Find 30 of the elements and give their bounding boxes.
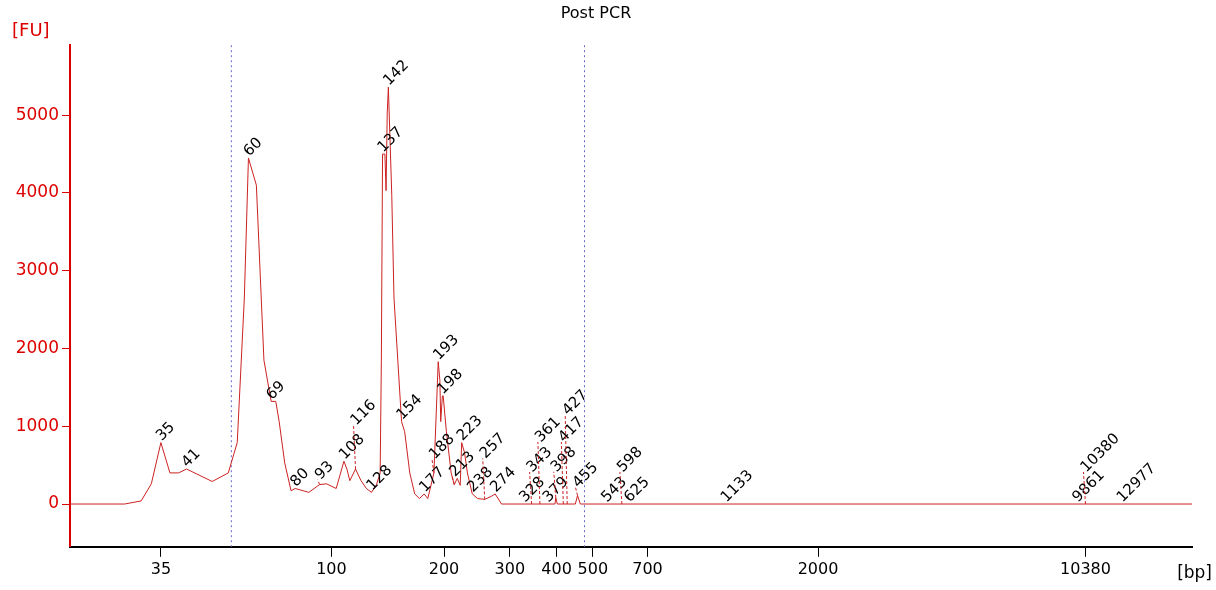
x-tick-label: 10380 bbox=[1060, 558, 1111, 578]
x-tick-label: 100 bbox=[316, 558, 347, 578]
annotation: 142 bbox=[379, 55, 413, 89]
x-tick-label: 2000 bbox=[797, 558, 839, 578]
y-axis-title: [FU] bbox=[12, 19, 50, 40]
x-tick-label: 200 bbox=[428, 558, 460, 578]
annotation: 41 bbox=[177, 444, 204, 471]
y-tick-label: 3000 bbox=[15, 259, 59, 280]
x-tick-label: 700 bbox=[632, 558, 663, 578]
y-tick-label: 4000 bbox=[15, 181, 59, 202]
y-tick-label: 1000 bbox=[15, 414, 59, 435]
y-tick-label: 0 bbox=[48, 492, 59, 513]
x-tick-label: 300 bbox=[494, 558, 526, 578]
x-tick-label: 500 bbox=[577, 558, 609, 578]
chart-title: Post PCR bbox=[560, 2, 632, 22]
annotation: 60 bbox=[239, 133, 266, 160]
annotation: 35 bbox=[151, 417, 178, 445]
x-axis-title: [bp] bbox=[1177, 562, 1212, 583]
annotation: 455 bbox=[568, 458, 602, 492]
annotation: 128 bbox=[362, 460, 396, 494]
y-tick-label: 2000 bbox=[15, 336, 59, 357]
annotation: 80 bbox=[286, 463, 313, 491]
annotation: 108 bbox=[334, 429, 368, 463]
x-tick-label: 400 bbox=[541, 558, 572, 578]
annotation: 193 bbox=[429, 330, 463, 364]
x-tick-label: 35 bbox=[150, 558, 172, 578]
annotation: 154 bbox=[392, 390, 426, 424]
annotation: 69 bbox=[262, 376, 289, 403]
annotation: 93 bbox=[310, 456, 337, 484]
y-tick-label: 5000 bbox=[15, 103, 59, 124]
